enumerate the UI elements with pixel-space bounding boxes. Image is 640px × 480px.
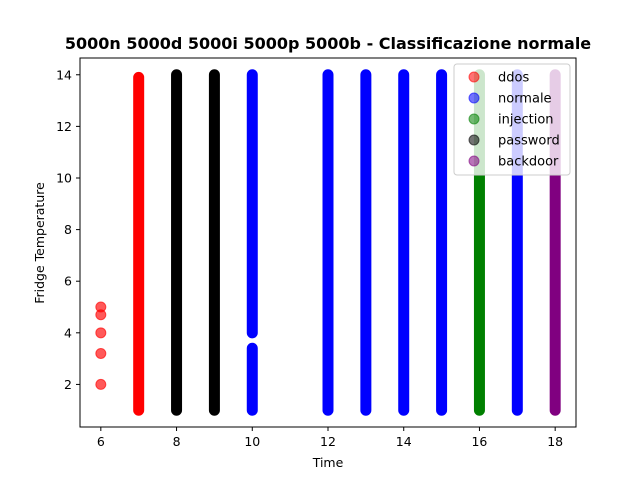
legend-box xyxy=(453,63,571,176)
legend-label-password: password xyxy=(498,134,560,149)
point-column-normale-10-segment-1 xyxy=(246,69,258,339)
data-point-ddos-6-1 xyxy=(95,347,107,359)
axis-ticks: 6 8 10 12 14 16 18 2 4 6 8 10 12 14 xyxy=(56,67,563,449)
x-tick-label-6: 6 xyxy=(97,434,105,449)
legend-label-ddos: ddos xyxy=(498,71,529,86)
legend-marker-backdoor xyxy=(468,155,480,167)
x-tick-label-16: 16 xyxy=(471,434,487,449)
chart-title: 5000n 5000d 5000i 5000p 5000b - Classifi… xyxy=(65,34,591,53)
legend-label-normale: normale xyxy=(498,92,552,107)
legend: ddos normale injection password backdoor xyxy=(453,63,571,176)
legend-marker-ddos xyxy=(468,71,480,83)
y-tick-label-6: 6 xyxy=(64,274,72,289)
y-tick-label-14: 14 xyxy=(56,67,72,82)
x-tick-label-18: 18 xyxy=(547,434,563,449)
legend-label-backdoor: backdoor xyxy=(498,155,559,170)
point-column-password-8 xyxy=(171,69,183,416)
x-tick-label-8: 8 xyxy=(173,434,181,449)
axes-frame xyxy=(79,57,577,428)
x-axis-label: Time xyxy=(312,455,344,470)
series-ddos xyxy=(95,71,145,416)
series-password xyxy=(171,69,220,416)
legend-label-injection: injection xyxy=(498,113,554,128)
point-column-normale-15 xyxy=(436,69,448,416)
point-column-ddos-7 xyxy=(133,71,145,416)
point-column-normale-14 xyxy=(398,69,410,416)
point-column-password-9 xyxy=(208,69,220,416)
plot-area xyxy=(95,69,561,416)
data-point-ddos-6-0 xyxy=(95,378,107,390)
point-column-normale-12 xyxy=(322,69,334,416)
y-tick-label-10: 10 xyxy=(56,170,72,185)
legend-marker-injection xyxy=(468,113,480,125)
legend-marker-password xyxy=(468,134,480,146)
data-point-ddos-6-2 xyxy=(95,327,107,339)
y-tick-label-8: 8 xyxy=(64,222,72,237)
legend-marker-normale xyxy=(468,92,480,104)
point-column-normale-10-segment-0 xyxy=(246,342,258,416)
x-tick-label-14: 14 xyxy=(396,434,412,449)
y-tick-label-12: 12 xyxy=(56,119,72,134)
y-axis-label: Fridge Temperature xyxy=(32,182,47,304)
x-tick-label-10: 10 xyxy=(244,434,260,449)
point-column-normale-13 xyxy=(360,69,372,416)
y-tick-label-4: 4 xyxy=(64,325,72,340)
data-point-ddos-6-4 xyxy=(95,301,107,313)
y-tick-label-2: 2 xyxy=(64,377,72,392)
series-normale xyxy=(246,69,523,416)
x-tick-label-12: 12 xyxy=(320,434,336,449)
